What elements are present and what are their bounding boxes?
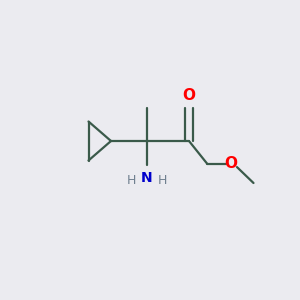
- Text: H: H: [127, 174, 136, 188]
- Text: O: O: [182, 88, 196, 104]
- Text: N: N: [141, 171, 153, 185]
- Text: O: O: [224, 156, 238, 171]
- Text: H: H: [158, 174, 167, 188]
